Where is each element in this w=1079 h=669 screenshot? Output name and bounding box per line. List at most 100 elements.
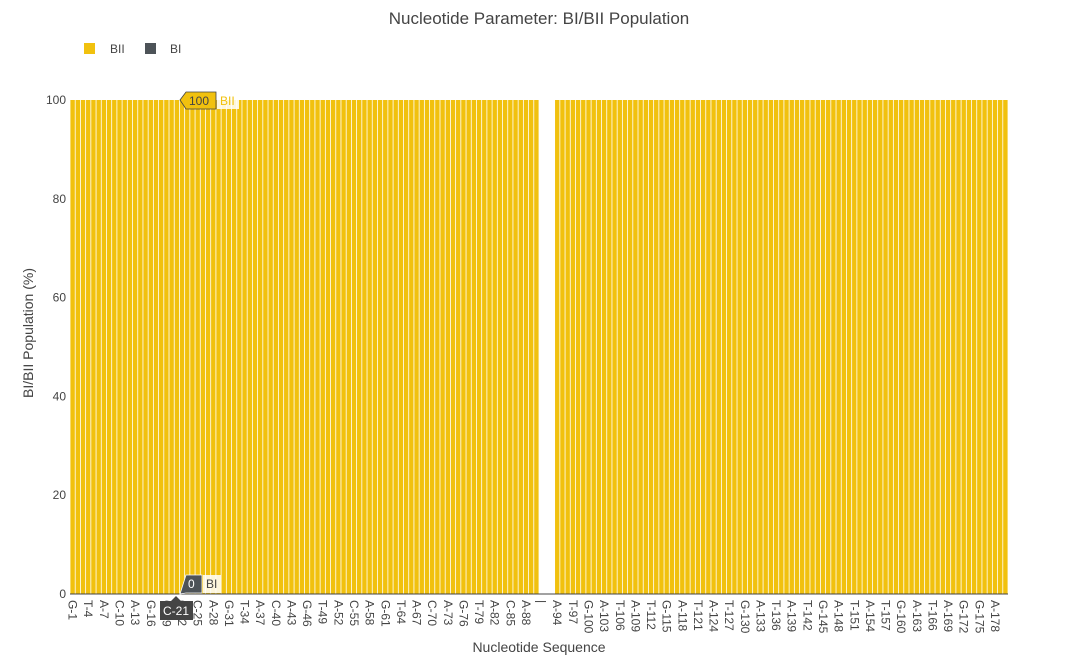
bar-bii[interactable]: [607, 100, 612, 594]
bar-bii[interactable]: [826, 100, 831, 594]
bar-bii[interactable]: [591, 100, 596, 594]
bar-bii[interactable]: [570, 100, 576, 594]
bar-bii[interactable]: [179, 100, 185, 594]
bar-bii[interactable]: [867, 100, 873, 594]
bar-bii[interactable]: [982, 100, 987, 594]
bar-bii[interactable]: [888, 100, 893, 594]
bar-bii[interactable]: [935, 100, 940, 594]
bar-bii[interactable]: [190, 100, 195, 594]
bar-bii[interactable]: [414, 100, 419, 594]
bar-bii[interactable]: [575, 100, 581, 594]
bar-bii[interactable]: [372, 100, 378, 594]
bar-bii[interactable]: [622, 100, 628, 594]
bar-bii[interactable]: [383, 100, 388, 594]
bar-bii[interactable]: [471, 100, 477, 594]
bar-bii[interactable]: [945, 100, 951, 594]
bar-bii[interactable]: [148, 100, 153, 594]
bar-bii[interactable]: [158, 100, 164, 594]
bar-bii[interactable]: [846, 100, 852, 594]
bar-bii[interactable]: [768, 100, 774, 594]
bar-bii[interactable]: [784, 100, 789, 594]
bar-bii[interactable]: [528, 100, 534, 594]
bar-bii[interactable]: [971, 100, 977, 594]
bar-bii[interactable]: [80, 100, 86, 594]
bar-bii[interactable]: [221, 100, 226, 594]
bar-bii[interactable]: [862, 100, 867, 594]
bar-bii[interactable]: [737, 100, 742, 594]
bar-bii[interactable]: [112, 100, 117, 594]
bar-bii[interactable]: [325, 100, 331, 594]
bar-bii[interactable]: [435, 100, 440, 594]
bar-bii[interactable]: [357, 100, 362, 594]
bar-bii[interactable]: [857, 100, 862, 594]
bar-bii[interactable]: [805, 100, 810, 594]
bar-bii[interactable]: [346, 100, 351, 594]
bar-bii[interactable]: [330, 100, 336, 594]
bar-bii[interactable]: [497, 100, 503, 594]
bar-bii[interactable]: [742, 100, 748, 594]
bar-bii[interactable]: [555, 100, 560, 594]
bar-bii[interactable]: [706, 100, 711, 594]
bar-bii[interactable]: [664, 100, 669, 594]
bar-bii[interactable]: [132, 100, 138, 594]
legend[interactable]: BII BI: [84, 42, 181, 56]
bar-bii[interactable]: [909, 100, 914, 594]
bar-bii[interactable]: [106, 100, 112, 594]
bar-bii[interactable]: [96, 100, 101, 594]
bar-bii[interactable]: [721, 100, 727, 594]
bar-bii[interactable]: [393, 100, 398, 594]
bar-bii[interactable]: [377, 100, 383, 594]
bar-bii[interactable]: [216, 100, 221, 594]
bar-bii[interactable]: [445, 100, 451, 594]
bar-bii[interactable]: [419, 100, 424, 594]
bar-bii[interactable]: [466, 100, 471, 594]
bars[interactable]: [70, 100, 1008, 594]
bar-bii[interactable]: [153, 100, 159, 594]
bar-bii[interactable]: [70, 100, 75, 594]
bar-bii[interactable]: [940, 100, 946, 594]
legend-label-bi[interactable]: BI: [170, 42, 181, 56]
bar-bii[interactable]: [633, 100, 638, 594]
bar-bii[interactable]: [680, 100, 685, 594]
bar-bii[interactable]: [711, 100, 716, 594]
bar-bii[interactable]: [252, 100, 258, 594]
bar-bii[interactable]: [586, 100, 591, 594]
bar-bii[interactable]: [669, 100, 675, 594]
bar-bii[interactable]: [268, 100, 273, 594]
bar-bii[interactable]: [930, 100, 935, 594]
bar-bii[interactable]: [91, 100, 96, 594]
bar-bii[interactable]: [482, 100, 487, 594]
bar-bii[interactable]: [237, 100, 242, 594]
bar-bii[interactable]: [294, 100, 299, 594]
bar-bii[interactable]: [773, 100, 779, 594]
bar-bii[interactable]: [258, 100, 263, 594]
bar-bii[interactable]: [617, 100, 622, 594]
bar-bii[interactable]: [278, 100, 284, 594]
bar-bii[interactable]: [565, 100, 570, 594]
bar-bii[interactable]: [513, 100, 518, 594]
bar-bii[interactable]: [200, 100, 206, 594]
bar-bii[interactable]: [601, 100, 607, 594]
bar-bii[interactable]: [685, 100, 690, 594]
bar-bii[interactable]: [211, 100, 216, 594]
bar-bii[interactable]: [951, 100, 956, 594]
bar-bii[interactable]: [518, 100, 523, 594]
bar-bii[interactable]: [284, 100, 289, 594]
bar-bii[interactable]: [231, 100, 237, 594]
bar-bii[interactable]: [852, 100, 857, 594]
bar-bii[interactable]: [492, 100, 497, 594]
bar-bii[interactable]: [424, 100, 430, 594]
bar-bii[interactable]: [315, 100, 320, 594]
bar-bii[interactable]: [836, 100, 841, 594]
bar-bii[interactable]: [195, 100, 200, 594]
bar-bii[interactable]: [612, 100, 617, 594]
bar-bii[interactable]: [508, 100, 513, 594]
bar-bii[interactable]: [810, 100, 815, 594]
bar-bii[interactable]: [581, 100, 586, 594]
bar-bii[interactable]: [101, 100, 107, 594]
bar-bii[interactable]: [534, 100, 539, 594]
bar-bii[interactable]: [226, 100, 232, 594]
bar-bii[interactable]: [169, 100, 174, 594]
bar-bii[interactable]: [904, 100, 909, 594]
bar-bii[interactable]: [898, 100, 904, 594]
